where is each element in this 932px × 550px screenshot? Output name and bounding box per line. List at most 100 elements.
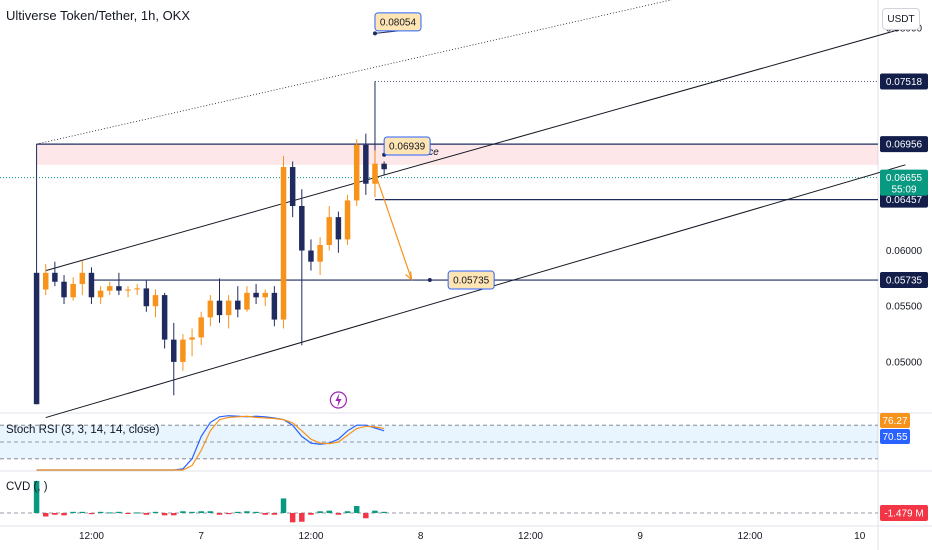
cvd-bar [207,511,214,513]
cvd-bar [353,506,360,513]
candle-body [353,144,360,201]
candle-body [253,292,259,298]
cvd-bar [326,510,332,513]
cvd-value-label: -1.479 M [884,509,923,520]
candle-body [216,300,223,316]
callout-anchor-dot [427,278,432,283]
cvd-bar [317,511,323,513]
callout-box [447,270,495,290]
candle-body [116,286,122,291]
x-tick-label: 8 [418,531,424,542]
stoch-value-label: 70.55 [882,432,907,443]
cvd-bar [262,513,268,515]
candle-body [152,295,159,307]
candle-body [125,289,131,291]
chart-title: Ultiverse Token/Tether, 1h, OKX [6,8,191,23]
candle-body [381,163,387,170]
y-tick-label: 0.06000 [886,246,923,257]
candle-body [262,292,268,298]
cvd-bar [161,513,168,516]
candle-body [52,272,58,282]
cvd-bar [225,513,232,515]
cvd-bar [171,513,177,516]
cvd-bar [235,511,241,513]
cvd-bar [33,480,40,513]
candle-body [161,295,168,340]
stoch-value-label: 76.27 [882,416,907,427]
candle-body [335,217,342,240]
cvd-bar [289,513,296,523]
candle-body [88,272,95,298]
callout-label: 0.05735 [453,276,490,287]
cvd-bar [107,512,113,514]
cvd-bar [308,513,314,515]
cvd-bar [216,513,223,515]
candle-body [317,244,323,262]
cvd-bar [299,513,305,522]
cvd-bar [97,511,104,513]
candle-body [299,206,305,251]
level-tag [880,73,928,90]
cvd-bar [198,511,204,513]
cvd-bar [335,513,342,515]
cvd-bar [116,511,122,513]
candle-body [97,290,104,298]
candle-body [180,339,186,362]
x-tick-label: 12:00 [298,531,323,542]
cvd-bar [253,511,259,513]
candle-body [207,300,214,318]
cvd-bar [42,513,49,517]
candle-body [42,272,49,290]
level-tag [880,191,928,208]
candle-body [235,300,241,310]
current-price-tag [880,169,928,196]
cvd-label[interactable]: CVD (, ) [6,481,48,493]
cvd-bar [152,511,159,513]
cvd-bar [143,513,150,515]
cvd-bar [363,513,369,519]
level-tag-label: 0.06956 [886,140,923,151]
candle-body [107,286,113,291]
candle-body [289,167,296,206]
callout-box [374,12,422,32]
level-tag-label: 0.07518 [886,77,923,88]
candle-body [189,337,195,340]
cvd-bar [125,513,131,514]
level-tag-label: 0.06457 [886,195,923,206]
cvd-bar [244,511,250,513]
callout-label: 0.06939 [389,141,426,152]
cvd-bar [344,511,351,513]
cvd-bar [271,513,278,515]
y-tick-label: 0.05000 [886,357,923,368]
cvd-bar [134,512,140,514]
candle-body [70,283,76,298]
cvd-bar [88,513,95,515]
candle-body [344,200,351,240]
stoch-value-tag [880,429,910,444]
cvd-bar [381,511,387,513]
candle-body [363,144,369,184]
x-tick-label: 10 [854,531,866,542]
candle-body [271,292,278,320]
cvd-bar [61,513,67,516]
currency-selector[interactable]: USDT [882,8,920,30]
candle-body [33,272,40,405]
cvd-bar [52,513,58,515]
x-tick-label: 9 [637,531,643,542]
stoch-series-line [36,415,385,471]
stoch-rsi-label[interactable]: Stoch RSI (3, 3, 14, 14, close) [6,424,160,436]
callout-label: 0.08054 [380,17,417,28]
candle-body [171,339,177,362]
cvd-bar [372,510,378,513]
projection-arrow [374,172,413,280]
x-tick-label: 12:00 [79,531,104,542]
candle-body [143,288,150,307]
candle-body [61,281,67,298]
candle-body [225,300,232,316]
level-tag-label: 0.05735 [886,276,923,287]
level-tag [880,272,928,289]
x-tick-label: 12:00 [518,531,543,542]
callout-box [383,136,431,156]
candle-body [134,288,140,290]
